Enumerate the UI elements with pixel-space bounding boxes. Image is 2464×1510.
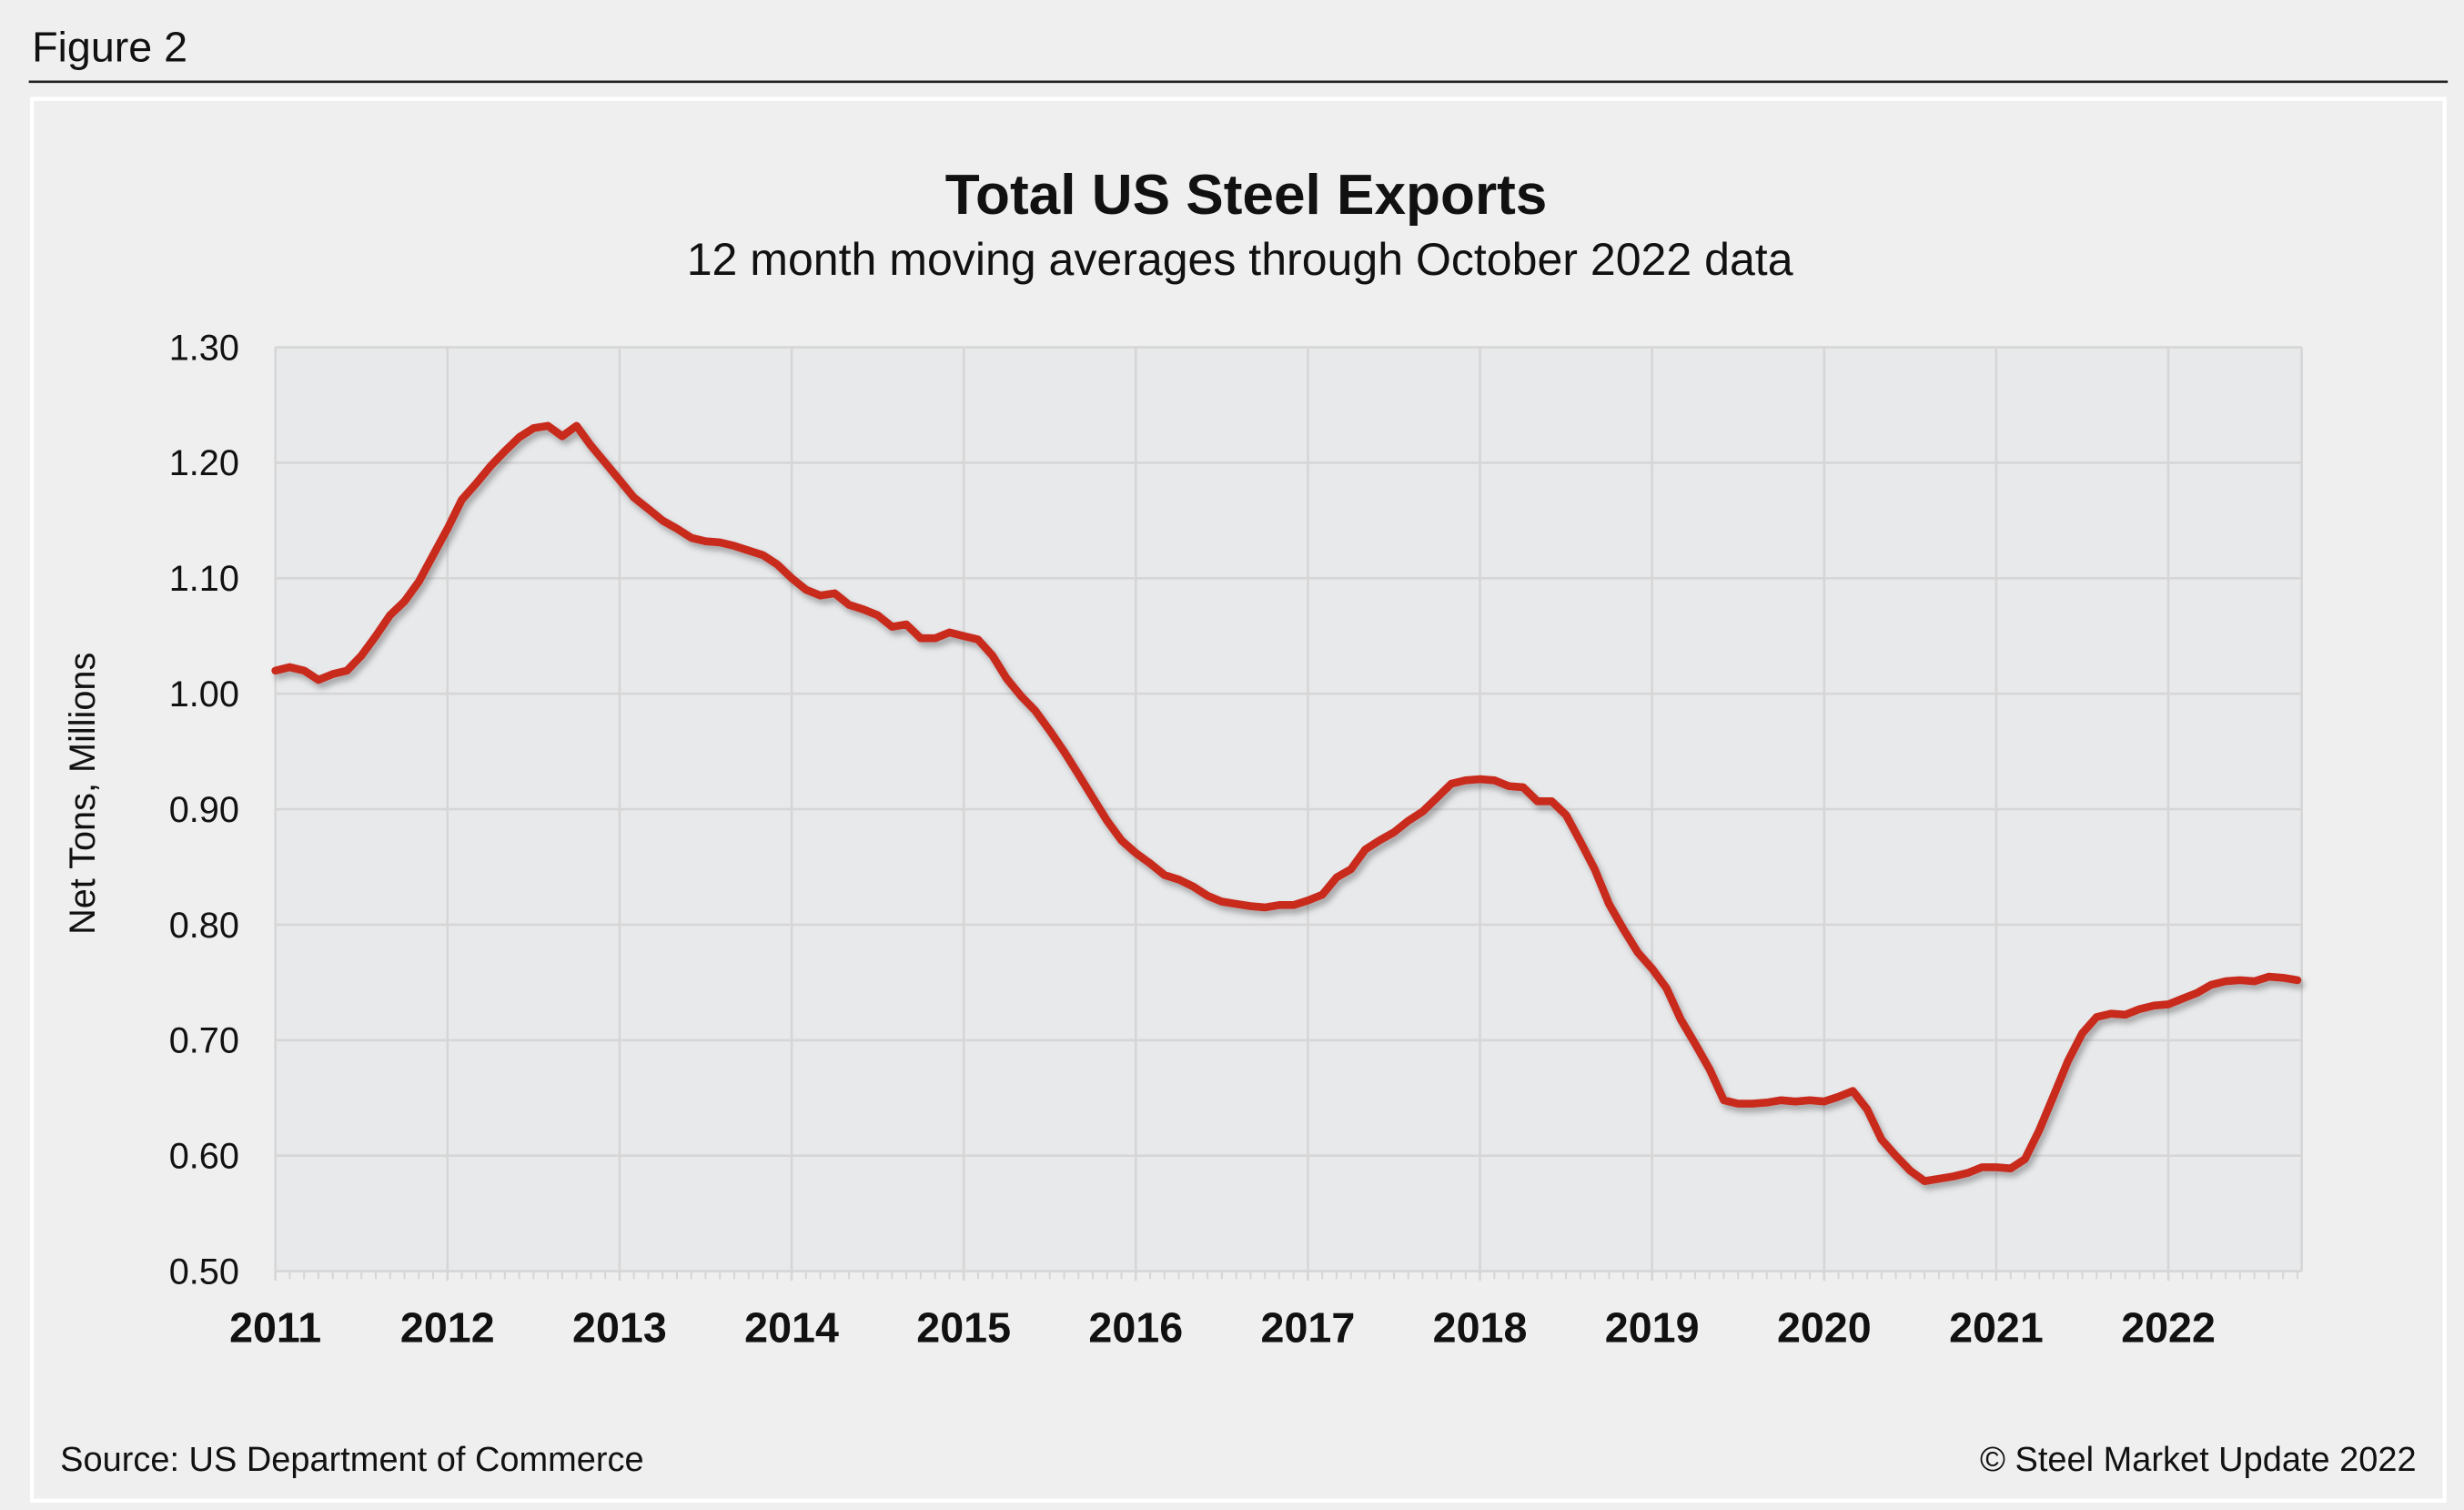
figure-label: Figure 2 xyxy=(32,23,187,70)
chart-title: Total US Steel Exports xyxy=(945,164,1548,227)
series-line xyxy=(271,421,2302,1185)
y-axis-label: Net Tons, Millions xyxy=(63,653,103,935)
x-tick-label: 2020 xyxy=(1777,1303,1872,1351)
x-tick-label: 2022 xyxy=(2121,1303,2216,1351)
y-tick-label: 1.10 xyxy=(169,559,239,599)
x-tick-label: 2019 xyxy=(1605,1303,1700,1351)
x-tick-label: 2012 xyxy=(400,1303,495,1351)
x-tick-label: 2011 xyxy=(229,1303,321,1351)
y-tick-label: 0.90 xyxy=(169,790,239,830)
x-tick-label: 2014 xyxy=(744,1303,839,1351)
x-tick-label: 2016 xyxy=(1088,1303,1183,1351)
x-tick-label: 2013 xyxy=(572,1303,667,1351)
y-tick-labels: 0.50 0.60 0.70 0.80 0.90 1.00 1.10 1.20 1.30 xyxy=(169,328,239,1292)
x-tick-label: 2021 xyxy=(1949,1303,2044,1351)
y-tick-label: 0.70 xyxy=(169,1021,239,1061)
copyright-note: © Steel Market Update 2022 xyxy=(1980,1441,2417,1479)
y-tick-label: 1.30 xyxy=(169,328,239,368)
y-tick-label: 1.00 xyxy=(169,674,239,714)
y-tick-label: 0.50 xyxy=(169,1252,239,1292)
y-tick-label: 0.60 xyxy=(169,1137,239,1177)
x-tick-label: 2018 xyxy=(1433,1303,1528,1351)
x-tick-label: 2017 xyxy=(1261,1303,1356,1351)
grid xyxy=(274,346,2303,1281)
x-tick-label: 2015 xyxy=(916,1303,1011,1351)
chart-subtitle: 12 month moving averages through October… xyxy=(687,234,1793,285)
source-note: Source: US Department of Commerce xyxy=(60,1441,643,1479)
y-tick-label: 0.80 xyxy=(169,906,239,946)
y-tick-label: 1.20 xyxy=(169,443,239,483)
x-tick-labels: 2011 2012 2013 2014 2015 2016 2017 2018 2019 2020… xyxy=(229,1303,2216,1351)
